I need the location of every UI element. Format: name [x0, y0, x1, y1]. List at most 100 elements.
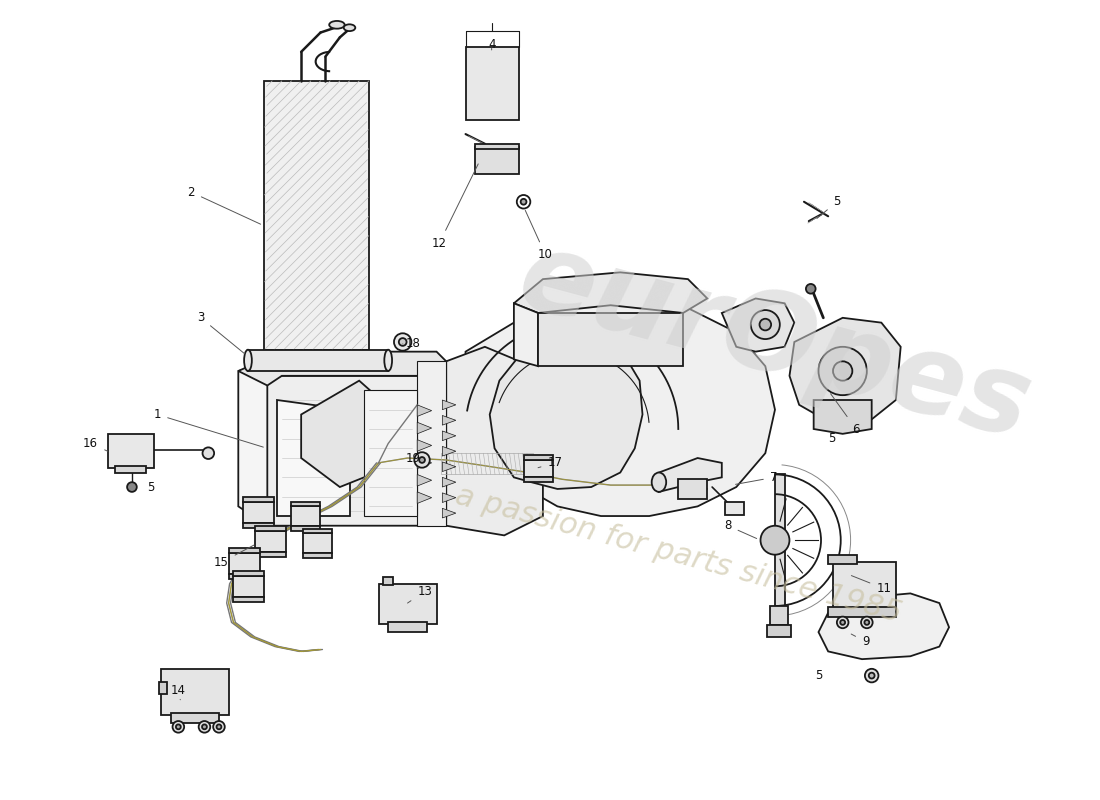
Ellipse shape	[244, 350, 252, 371]
Bar	[264, 81, 368, 350]
Circle shape	[760, 526, 790, 554]
Polygon shape	[417, 405, 431, 417]
Bar	[767, 626, 791, 637]
Bar	[161, 669, 229, 715]
Text: 11: 11	[851, 575, 891, 595]
Bar	[255, 552, 286, 557]
Polygon shape	[442, 446, 455, 456]
Bar	[292, 506, 320, 526]
Bar	[475, 146, 519, 174]
Bar	[441, 453, 534, 474]
Circle shape	[865, 669, 879, 682]
Polygon shape	[364, 390, 417, 516]
Polygon shape	[514, 272, 707, 313]
Circle shape	[840, 620, 845, 625]
Polygon shape	[538, 313, 683, 366]
Bar	[304, 553, 332, 558]
Circle shape	[861, 617, 872, 628]
Circle shape	[199, 721, 210, 733]
Text: 10: 10	[526, 210, 553, 262]
Circle shape	[173, 721, 184, 733]
Polygon shape	[447, 347, 543, 535]
Bar	[828, 554, 857, 564]
Polygon shape	[417, 492, 431, 503]
Bar	[524, 478, 552, 482]
Bar	[108, 434, 154, 468]
Bar	[233, 576, 264, 598]
Text: 5: 5	[147, 481, 155, 494]
Bar	[304, 529, 332, 534]
Text: eurOpes: eurOpes	[508, 222, 1043, 462]
Bar	[116, 466, 146, 474]
Polygon shape	[301, 381, 403, 487]
Polygon shape	[442, 478, 455, 487]
Bar	[465, 47, 519, 119]
Bar	[170, 714, 219, 723]
Text: 9: 9	[851, 634, 869, 648]
Text: 5: 5	[817, 195, 840, 218]
Bar	[233, 598, 264, 602]
Polygon shape	[417, 474, 431, 486]
Circle shape	[415, 452, 430, 468]
Polygon shape	[442, 400, 455, 410]
Bar	[388, 622, 427, 632]
Circle shape	[520, 199, 527, 205]
Ellipse shape	[384, 350, 392, 371]
Circle shape	[818, 347, 867, 395]
Text: 12: 12	[431, 164, 478, 250]
Circle shape	[202, 725, 207, 730]
Bar	[229, 553, 260, 574]
Bar	[243, 523, 274, 528]
Polygon shape	[659, 458, 722, 492]
Bar	[233, 571, 264, 576]
Text: 13: 13	[407, 585, 432, 603]
Circle shape	[419, 457, 425, 463]
Bar	[725, 502, 744, 515]
Polygon shape	[277, 400, 350, 516]
Polygon shape	[442, 462, 455, 471]
Bar	[384, 577, 393, 585]
Circle shape	[394, 334, 411, 350]
Text: 6: 6	[830, 394, 860, 435]
Text: 14: 14	[170, 683, 186, 700]
Bar	[243, 502, 274, 523]
Polygon shape	[417, 362, 447, 526]
Polygon shape	[239, 352, 447, 390]
Bar	[229, 574, 260, 579]
Text: 17: 17	[538, 456, 563, 470]
Polygon shape	[818, 594, 949, 659]
Polygon shape	[417, 440, 431, 451]
Bar	[292, 526, 320, 530]
Bar	[679, 479, 707, 498]
Bar	[160, 682, 167, 694]
Circle shape	[213, 721, 224, 733]
Text: 18: 18	[403, 338, 420, 350]
Bar	[378, 584, 437, 624]
Bar	[255, 530, 286, 552]
Bar	[304, 534, 332, 553]
Circle shape	[837, 617, 848, 628]
Polygon shape	[465, 298, 776, 516]
Polygon shape	[442, 415, 455, 425]
Polygon shape	[776, 474, 784, 606]
Circle shape	[806, 284, 815, 294]
Circle shape	[202, 447, 215, 459]
Circle shape	[399, 338, 407, 346]
Polygon shape	[442, 431, 455, 441]
Text: a passion for parts since 1985: a passion for parts since 1985	[452, 481, 904, 628]
Text: 16: 16	[84, 437, 108, 451]
Ellipse shape	[343, 24, 355, 31]
Text: 5: 5	[815, 669, 822, 682]
Polygon shape	[442, 493, 455, 502]
Bar	[229, 548, 260, 553]
Bar	[770, 606, 788, 626]
Bar	[475, 144, 519, 149]
Text: 4: 4	[488, 38, 495, 50]
Ellipse shape	[329, 21, 344, 29]
Circle shape	[217, 725, 221, 730]
Text: 1: 1	[153, 408, 263, 447]
Circle shape	[833, 362, 853, 381]
Text: 19: 19	[406, 451, 420, 465]
Polygon shape	[239, 362, 311, 526]
Polygon shape	[417, 457, 431, 469]
